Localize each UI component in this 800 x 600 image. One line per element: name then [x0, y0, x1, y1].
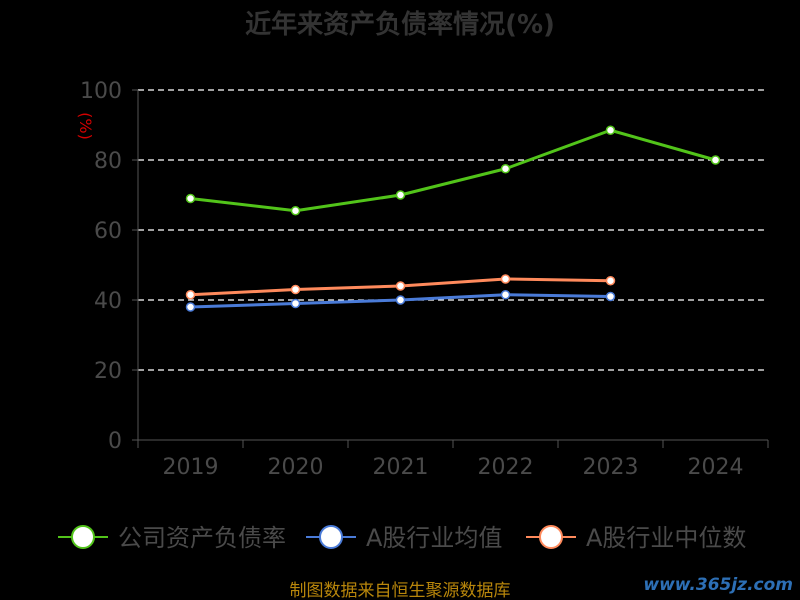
- data-point: [395, 190, 406, 200]
- data-point: [290, 284, 301, 295]
- data-point: [290, 298, 301, 309]
- legend-item-2[interactable]: A股行业中位数: [526, 524, 746, 552]
- x-tick-label: 2024: [688, 455, 744, 480]
- legend-marker: [539, 525, 563, 549]
- series-2: [185, 274, 616, 300]
- data-point: [500, 274, 511, 284]
- data-point: [605, 291, 616, 302]
- y-tick-label: 60: [94, 219, 122, 244]
- legend-label: 公司资产负债率: [118, 524, 286, 552]
- y-tick-label: 0: [108, 429, 122, 454]
- legend-marker: [71, 525, 95, 549]
- chart-title: 近年来资产负债率情况(%): [245, 9, 555, 40]
- legend-item-0[interactable]: 公司资产负债率: [58, 524, 286, 552]
- data-point: [185, 302, 196, 312]
- y-axis-label: (%): [76, 112, 95, 140]
- watermark: www.365jz.com: [643, 575, 793, 595]
- legend-item-1[interactable]: A股行业均值: [306, 524, 502, 552]
- data-point: [605, 276, 616, 286]
- data-point: [500, 290, 511, 300]
- series-0: [185, 125, 721, 216]
- x-tick-label: 2019: [163, 455, 219, 480]
- legend-label: A股行业均值: [366, 524, 502, 552]
- data-point: [605, 125, 616, 135]
- grid: [138, 89, 768, 371]
- series-line: [190, 128, 716, 213]
- series-1: [185, 290, 616, 312]
- x-tick-label: 2023: [583, 455, 639, 480]
- axes: 0 20 40 60 80 100 2019 2020 2021 2022 2023 2024: [80, 79, 769, 480]
- x-tick-label: 2022: [478, 455, 534, 480]
- data-point: [395, 295, 406, 305]
- series-lines: [185, 125, 721, 312]
- data-point: [500, 164, 511, 174]
- legend-label: A股行业中位数: [586, 524, 746, 552]
- y-tick-label: 40: [94, 289, 122, 314]
- y-tick-label: 80: [94, 149, 122, 174]
- data-point: [290, 206, 301, 216]
- legend[interactable]: 公司资产负债率 A股行业均值 A股行业中位数: [58, 524, 746, 552]
- source-note: 制图数据来自恒生聚源数据库: [290, 581, 511, 600]
- x-tick-label: 2021: [373, 455, 429, 480]
- data-point: [710, 155, 721, 165]
- y-tick-label: 100: [80, 79, 122, 104]
- data-point: [185, 193, 196, 204]
- x-tick-label: 2020: [268, 455, 324, 480]
- legend-marker: [319, 525, 343, 549]
- y-tick-label: 20: [94, 359, 122, 384]
- data-point: [185, 290, 196, 300]
- data-point: [395, 281, 406, 291]
